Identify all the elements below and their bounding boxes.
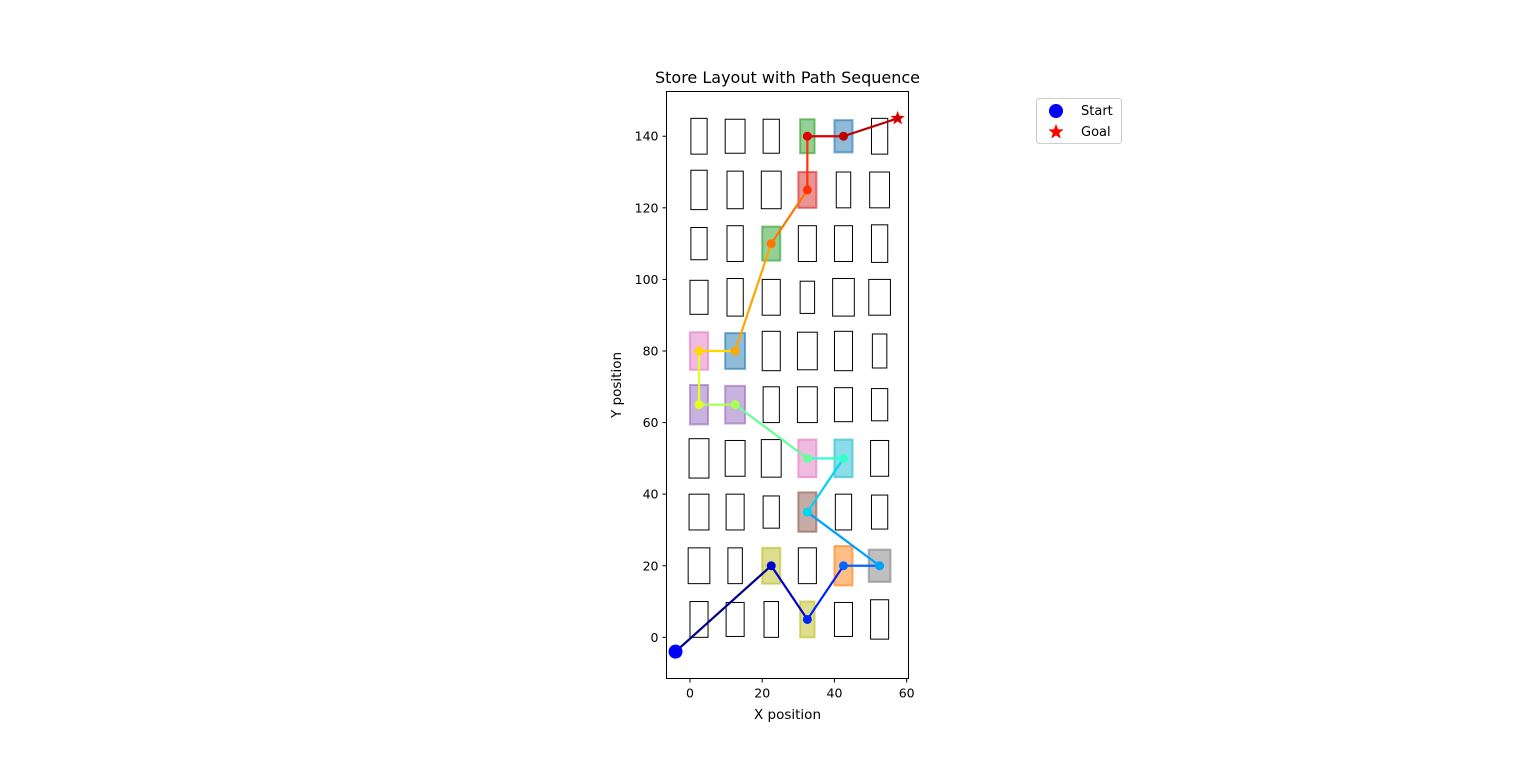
shelf <box>799 280 816 314</box>
y-axis-ticks: 0 20 40 60 80 100 120 140 <box>635 129 667 645</box>
x-tick-label: 40 <box>827 686 843 701</box>
markers-layer <box>668 110 905 659</box>
shelf <box>760 439 782 478</box>
shelf <box>690 169 708 211</box>
shelf <box>869 171 891 209</box>
shelf <box>689 279 709 315</box>
shelf <box>762 495 780 529</box>
shelf <box>870 388 889 422</box>
shelf <box>726 225 744 263</box>
path-waypoint <box>802 614 812 624</box>
x-axis-label: X position <box>754 707 821 723</box>
shelf <box>870 599 890 640</box>
y-tick-label: 40 <box>643 487 659 502</box>
y-tick-label: 60 <box>643 415 659 430</box>
path-waypoint <box>802 131 812 141</box>
legend-start-label: Start <box>1081 104 1113 119</box>
path-segment <box>674 564 773 653</box>
path-segment <box>806 564 845 621</box>
shelf <box>834 493 853 531</box>
chart-title: Store Layout with Path Sequence <box>655 68 920 87</box>
path-waypoint <box>802 453 812 463</box>
path-layer <box>674 117 899 653</box>
y-tick-label: 100 <box>635 272 659 287</box>
shelf <box>689 601 709 638</box>
y-tick-label: 80 <box>643 343 659 358</box>
shelf <box>760 170 782 210</box>
legend-start-marker <box>1049 104 1063 118</box>
y-axis-label: Y position <box>609 352 625 419</box>
y-tick-label: 140 <box>635 129 659 144</box>
path-segment <box>806 510 881 567</box>
shelf <box>725 493 745 531</box>
legend-goal-label: Goal <box>1081 125 1111 140</box>
shelf <box>833 387 854 423</box>
y-tick-label: 120 <box>635 200 659 215</box>
shelf <box>688 438 710 479</box>
shelf <box>727 547 743 585</box>
shelf <box>724 439 746 477</box>
x-tick-label: 60 <box>899 686 915 701</box>
path-waypoint <box>694 400 704 410</box>
shelf <box>726 170 744 210</box>
shelf <box>870 439 890 477</box>
goal-inner-marker <box>892 113 903 123</box>
path-waypoint <box>838 561 848 571</box>
start-marker <box>668 644 683 659</box>
shelf <box>688 493 710 531</box>
path-waypoint <box>802 185 812 195</box>
path-waypoint <box>730 346 740 356</box>
x-axis-ticks: 0 20 40 60 <box>686 678 915 701</box>
shelf <box>833 225 854 263</box>
shelf <box>833 330 854 372</box>
shelf <box>724 118 746 154</box>
path-waypoint <box>838 453 848 463</box>
path-segment <box>842 117 899 138</box>
path-segment <box>770 564 809 621</box>
shelf <box>796 386 818 424</box>
shelf <box>725 601 745 637</box>
path-waypoint <box>694 346 704 356</box>
y-tick-label: 20 <box>643 558 659 573</box>
shelf <box>833 601 854 637</box>
path-waypoint <box>766 239 776 249</box>
shelf <box>870 117 889 155</box>
path-waypoint <box>766 561 776 571</box>
y-tick-label: 0 <box>651 630 659 645</box>
shelf <box>868 278 891 316</box>
shelf <box>871 333 888 369</box>
path-segment <box>806 457 845 514</box>
plot-frame <box>666 91 909 679</box>
path-waypoint <box>875 561 885 571</box>
shelves-layer <box>687 117 892 640</box>
path-segment <box>770 188 809 245</box>
path-segment <box>734 403 809 460</box>
path-waypoint <box>730 400 740 410</box>
shelf <box>797 547 817 585</box>
x-tick-label: 20 <box>754 686 770 701</box>
legend: Start Goal <box>1036 98 1122 144</box>
x-tick-label: 0 <box>686 686 694 701</box>
path-segment <box>734 242 773 353</box>
shelf <box>762 386 780 424</box>
shelf <box>690 117 708 155</box>
shelf <box>796 331 818 371</box>
shelf <box>762 118 780 154</box>
shelf <box>870 224 889 263</box>
shelf <box>761 330 781 372</box>
legend-goal-star-icon <box>1048 124 1064 139</box>
shelf <box>835 171 852 209</box>
shelf <box>687 547 711 585</box>
shelf <box>761 278 781 316</box>
path-waypoint <box>838 131 848 141</box>
shelf <box>763 601 779 638</box>
shelf <box>870 494 889 530</box>
shelf <box>726 278 744 317</box>
shelf <box>797 225 817 263</box>
path-waypoint <box>802 507 812 517</box>
shelf <box>832 278 855 317</box>
shelf <box>690 227 708 261</box>
